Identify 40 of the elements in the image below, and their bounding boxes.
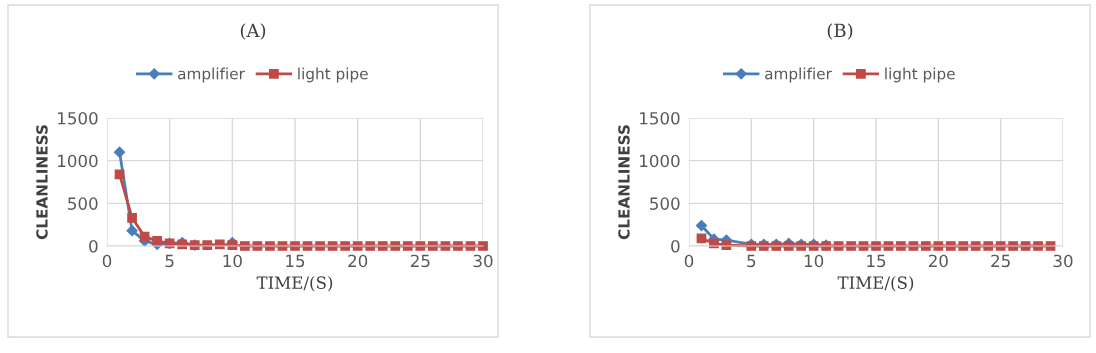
x-tick-label: 20 xyxy=(348,254,368,268)
x-tick-label: 20 xyxy=(928,254,948,268)
x-tick-label: 15 xyxy=(867,254,886,268)
x-tick-label: 0 xyxy=(102,254,112,268)
chart-title: (A) xyxy=(240,23,266,40)
point xyxy=(126,225,138,237)
x-axis-title: TIME/(S) xyxy=(256,276,333,292)
legend-label: light pipe xyxy=(298,67,368,83)
x-tick-label: 30 xyxy=(1053,254,1073,268)
point xyxy=(695,219,708,232)
point xyxy=(113,146,126,158)
x-tick-label: 10 xyxy=(223,254,242,268)
x-tick-label: 10 xyxy=(804,254,824,268)
legend-label: amplifier xyxy=(178,67,245,83)
x-tick-label: 5 xyxy=(165,254,174,268)
x-tick-label: 5 xyxy=(747,254,756,268)
legend-label: amplifier xyxy=(765,67,832,83)
point xyxy=(152,236,162,246)
y-tick-label: 0 xyxy=(89,239,98,253)
y-tick-label: 1500 xyxy=(640,111,680,125)
x-tick-label: 25 xyxy=(991,254,1010,268)
x-tick-label: 25 xyxy=(410,254,430,268)
y-tick-label: 500 xyxy=(650,197,680,210)
legend-label: light pipe xyxy=(885,67,955,83)
y-tick-label: 500 xyxy=(68,197,98,210)
y-tick-label: 0 xyxy=(671,239,680,253)
point xyxy=(114,169,125,180)
x-axis-title: TIME/(S) xyxy=(837,276,914,292)
x-tick-label: 0 xyxy=(684,254,694,268)
point xyxy=(478,241,488,251)
point xyxy=(696,233,707,244)
point xyxy=(127,212,137,223)
y-tick-label: 1000 xyxy=(58,154,98,168)
y-tick-label: 1000 xyxy=(640,154,680,168)
y-tick-label: 1500 xyxy=(58,111,98,125)
y-axis-title: CLEANLINESS xyxy=(618,125,630,240)
x-tick-label: 30 xyxy=(473,254,493,268)
chart-title: (B) xyxy=(827,23,853,40)
x-tick-label: 15 xyxy=(286,254,305,268)
y-axis-title: CLEANLINESS xyxy=(36,125,48,240)
